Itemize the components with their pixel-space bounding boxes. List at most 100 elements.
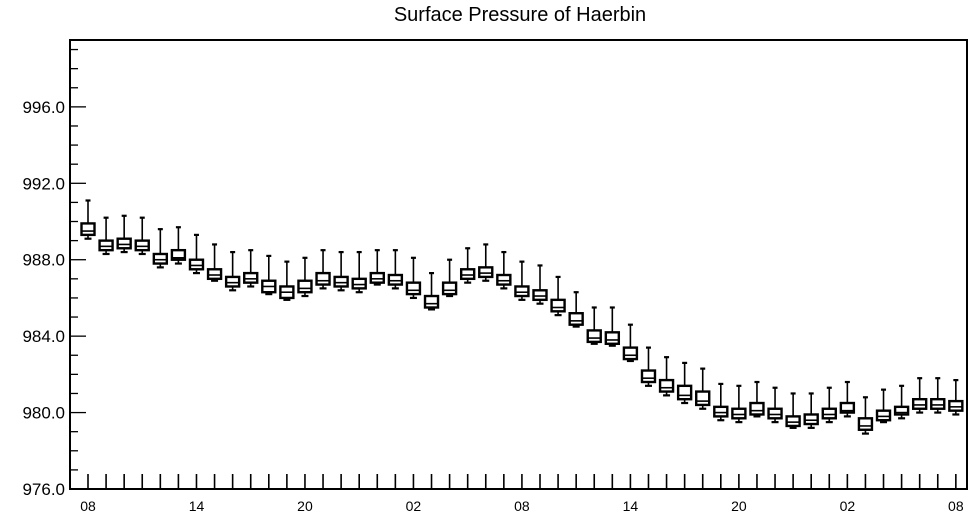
box-mark xyxy=(785,392,801,429)
box-body xyxy=(224,275,241,288)
box-body xyxy=(695,390,711,407)
box-mark xyxy=(496,250,512,290)
box-mark xyxy=(568,291,584,328)
box-body xyxy=(532,289,548,302)
box-body xyxy=(170,248,187,261)
box-body xyxy=(80,222,96,237)
box-mark xyxy=(857,396,874,435)
box-body xyxy=(568,312,584,326)
box-mark xyxy=(713,382,729,422)
box-body xyxy=(948,399,964,412)
box-mark xyxy=(188,233,205,275)
box-mark xyxy=(405,256,422,300)
box-body xyxy=(749,401,765,416)
box-mark xyxy=(586,306,602,345)
box-body xyxy=(731,407,747,420)
box-body xyxy=(839,401,856,414)
box-mark xyxy=(170,226,187,265)
y-tick-label: 996.0 xyxy=(22,98,65,117)
box-mark xyxy=(514,260,530,301)
box-mark xyxy=(622,323,639,363)
box-mark xyxy=(767,386,783,424)
box-body xyxy=(496,273,512,286)
box-mark xyxy=(911,377,928,414)
box-mark xyxy=(695,367,711,410)
box-body xyxy=(297,279,313,294)
box-body xyxy=(676,384,693,401)
box-body xyxy=(604,331,621,345)
box-body xyxy=(640,369,657,384)
box-mark xyxy=(279,260,295,301)
box-body xyxy=(478,266,494,279)
box-body xyxy=(857,417,874,431)
x-tick-label: 20 xyxy=(297,498,313,514)
box-mark xyxy=(152,228,169,269)
box-mark xyxy=(821,386,837,424)
y-tick-label: 976.0 xyxy=(22,480,65,499)
box-mark xyxy=(532,264,548,305)
box-mark xyxy=(116,214,132,254)
x-tick-label: 02 xyxy=(406,498,422,514)
box-mark xyxy=(315,249,331,290)
box-body xyxy=(911,398,928,410)
box-body xyxy=(369,271,385,284)
box-body xyxy=(423,294,440,309)
box-mark xyxy=(731,384,747,424)
box-mark xyxy=(206,243,223,282)
box-mark xyxy=(261,254,277,296)
box-mark xyxy=(243,249,259,288)
box-body xyxy=(116,237,132,250)
box-body xyxy=(333,275,349,288)
box-mark xyxy=(478,243,494,282)
box-body xyxy=(315,271,331,286)
box-body xyxy=(785,415,801,428)
box-mark xyxy=(749,380,765,418)
box-body xyxy=(875,409,892,422)
box-mark xyxy=(948,378,964,416)
box-body xyxy=(930,398,946,410)
box-body xyxy=(134,239,150,252)
x-tick-label: 02 xyxy=(840,498,856,514)
box-mark xyxy=(387,249,404,290)
chart-title: Surface Pressure of Haerbin xyxy=(393,4,647,26)
box-body xyxy=(243,271,259,284)
box-body xyxy=(622,346,639,361)
box-mark xyxy=(224,250,241,292)
box-mark xyxy=(351,250,367,294)
x-tick-label: 08 xyxy=(80,498,96,514)
box-body xyxy=(405,281,422,296)
box-body xyxy=(152,252,169,265)
box-body xyxy=(550,298,566,313)
y-axis: 976.0 980.0 984.0 988.0 992.0 996.0 xyxy=(22,48,86,499)
box-mark xyxy=(875,388,892,424)
y-tick-label: 992.0 xyxy=(22,174,65,193)
plot-frame xyxy=(69,39,968,490)
x-tick-label: 20 xyxy=(731,498,747,514)
box-mark xyxy=(333,250,349,292)
box-mark xyxy=(803,392,819,429)
box-mark xyxy=(658,356,675,397)
box-body xyxy=(188,258,205,271)
box-mark xyxy=(604,306,621,347)
box-body xyxy=(206,268,223,281)
box-body xyxy=(459,268,476,281)
x-tick-label: 08 xyxy=(514,498,530,514)
box-body xyxy=(821,407,837,420)
y-tick-label: 980.0 xyxy=(22,404,65,423)
box-body xyxy=(803,413,819,426)
box-mark xyxy=(550,275,566,317)
box-mark xyxy=(369,249,385,286)
box-body xyxy=(893,405,910,416)
boxes-group xyxy=(80,199,964,435)
box-mark xyxy=(930,377,946,414)
x-tick-label: 08 xyxy=(948,498,964,514)
x-tick-label: 14 xyxy=(623,498,639,514)
box-mark xyxy=(423,271,440,311)
box-mark xyxy=(640,346,657,387)
box-body xyxy=(351,277,367,290)
box-body xyxy=(387,273,404,286)
box-mark xyxy=(676,361,693,405)
x-tick-label: 14 xyxy=(189,498,205,514)
y-tick-label: 984.0 xyxy=(22,327,65,346)
